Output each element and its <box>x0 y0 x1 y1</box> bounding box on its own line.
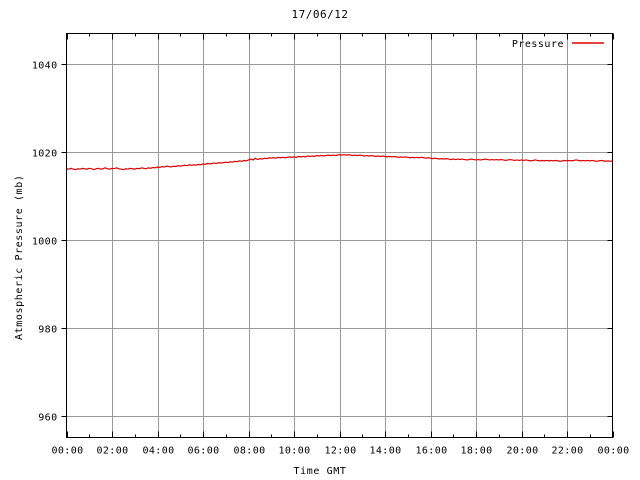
x-tick-label: 12:00 <box>324 446 356 457</box>
chart-title: 17/06/12 <box>291 8 349 21</box>
plot-border <box>66 33 613 438</box>
gridlines <box>66 33 613 438</box>
legend: Pressure <box>512 39 604 50</box>
y-tick-label: 960 <box>38 413 57 424</box>
x-tick-label: 18:00 <box>460 446 492 457</box>
x-tick-label: 00:00 <box>597 446 629 457</box>
x-axis-title: Time GMT <box>293 466 347 477</box>
y-tick-label: 1000 <box>32 237 58 248</box>
x-tick-label: 08:00 <box>233 446 265 457</box>
x-tick-label: 22:00 <box>551 446 583 457</box>
y-tick-label: 1020 <box>32 149 58 160</box>
x-tick-label: 16:00 <box>415 446 447 457</box>
y-tick-label: 980 <box>38 325 57 336</box>
x-tick-label: 20:00 <box>506 446 538 457</box>
x-tick-label: 06:00 <box>187 446 219 457</box>
x-tick-label: 02:00 <box>96 446 128 457</box>
y-axis-tick-labels: 960 980 1000 1020 1040 <box>32 61 58 424</box>
x-tick-label: 04:00 <box>142 446 174 457</box>
x-tick-label: 10:00 <box>278 446 310 457</box>
axis-ticks <box>61 33 614 438</box>
x-tick-label: 00:00 <box>51 446 83 457</box>
data-series <box>66 154 613 171</box>
legend-label-pressure: Pressure <box>512 39 564 50</box>
x-tick-label: 14:00 <box>369 446 401 457</box>
y-tick-label: 1040 <box>32 61 58 72</box>
series-line-pressure <box>66 154 613 171</box>
x-axis-tick-labels: 00:00 02:00 04:00 06:00 08:00 10:00 12:00 14:00… <box>51 446 629 457</box>
